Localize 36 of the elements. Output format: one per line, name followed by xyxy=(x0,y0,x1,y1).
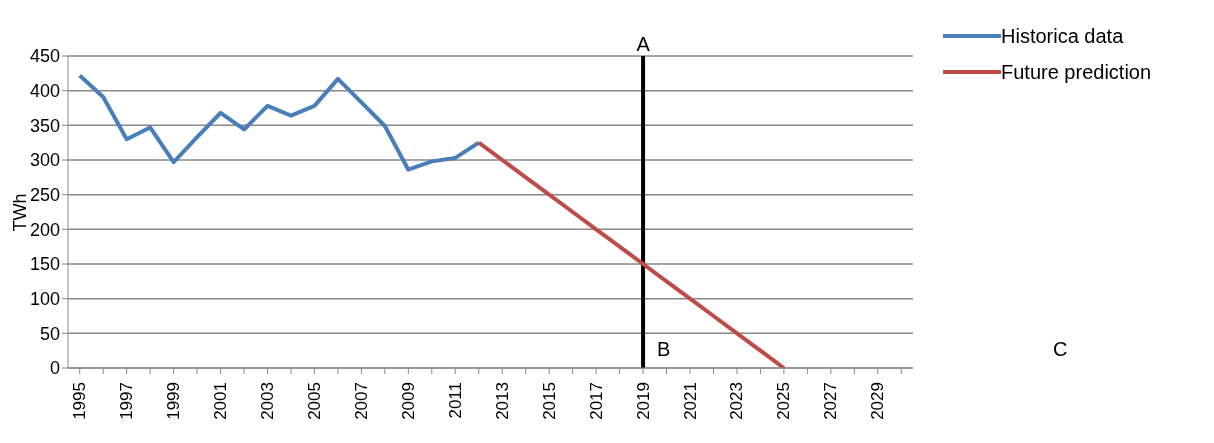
x-tick-label: 2019 xyxy=(633,382,653,420)
x-tick-label: 2021 xyxy=(680,382,700,420)
y-tick-label: 250 xyxy=(29,185,60,206)
ref-line-label: A xyxy=(636,33,651,55)
text: C xyxy=(1053,338,1068,361)
x-tick-label: 2017 xyxy=(586,382,606,420)
x-tick-label: 2009 xyxy=(398,382,418,420)
x-tick-label: 2027 xyxy=(821,382,841,420)
x-tick-label: 2001 xyxy=(211,382,231,420)
x-tick-label: 1995 xyxy=(70,382,90,420)
annotation: B xyxy=(657,338,671,361)
x-tick-label: 2013 xyxy=(492,382,512,420)
x-tick-label: 2011 xyxy=(445,382,465,419)
y-tick-label: 0 xyxy=(49,358,60,379)
y-tick-label: 300 xyxy=(29,150,60,171)
legend-label: Future prediction xyxy=(1001,60,1152,84)
line-series xyxy=(77,73,481,172)
x-tick-label: 1999 xyxy=(164,382,184,420)
x-tick-label: 2029 xyxy=(868,382,888,420)
legend-label: Historica data xyxy=(1001,24,1124,48)
y-axis-title: TWh xyxy=(9,193,31,231)
y-tick-label: 350 xyxy=(29,115,60,136)
x-tick-label: 2025 xyxy=(774,382,794,420)
x-tick-label: 2007 xyxy=(351,382,371,420)
x-tick-label: 2015 xyxy=(539,382,559,420)
x-tick-label: 1997 xyxy=(117,382,137,420)
x-tick-label: 2005 xyxy=(304,382,324,420)
y-tick-label: 450 xyxy=(29,46,60,67)
y-tick-label: 400 xyxy=(29,81,60,102)
y-tick-label: 50 xyxy=(39,323,60,344)
line-series xyxy=(476,140,786,368)
y-tick-label: 200 xyxy=(29,219,60,240)
x-tick-label: 2023 xyxy=(727,382,747,420)
y-tick-label: 100 xyxy=(29,289,60,310)
y-tick-label: 150 xyxy=(29,254,60,275)
x-tick-label: 2003 xyxy=(258,382,278,420)
